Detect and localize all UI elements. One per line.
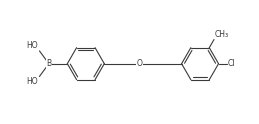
Text: Cl: Cl (228, 59, 235, 68)
Text: HO: HO (26, 41, 38, 50)
Text: O: O (137, 59, 142, 68)
Text: B: B (46, 59, 52, 68)
Text: CH₃: CH₃ (215, 30, 229, 39)
Text: HO: HO (26, 77, 38, 86)
